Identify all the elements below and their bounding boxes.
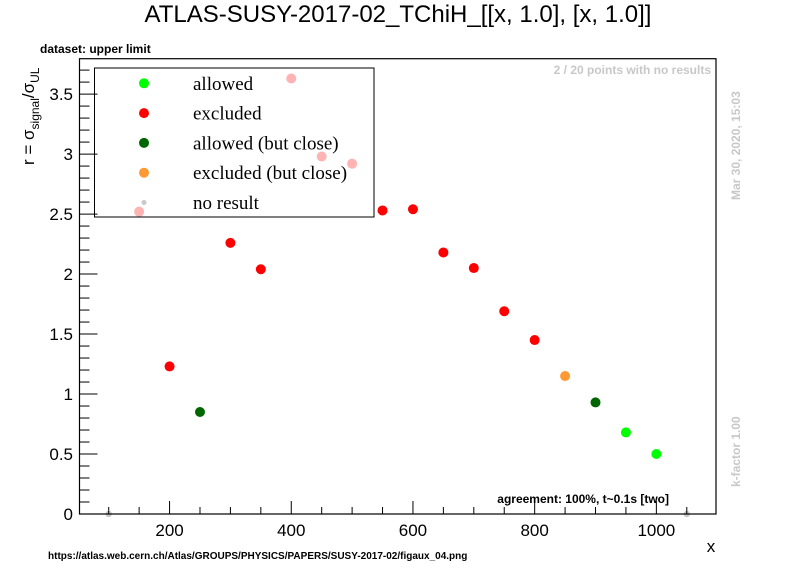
x-tick-label: 600 <box>399 521 427 540</box>
data-point <box>468 263 479 274</box>
data-point <box>529 335 540 346</box>
legend-marker <box>139 78 149 89</box>
legend-label: allowed (but close) <box>193 133 339 154</box>
legend-label: allowed <box>193 74 254 95</box>
data-point <box>225 237 236 248</box>
data-point <box>377 205 388 216</box>
source-url: https://atlas.web.cern.ch/Atlas/GROUPS/P… <box>48 551 467 562</box>
legend-marker <box>139 167 149 178</box>
y-tick-label: 2.5 <box>49 205 73 224</box>
x-tick-label: 800 <box>520 521 548 540</box>
data-point <box>438 247 449 258</box>
legend-marker <box>141 200 147 205</box>
kfactor-annotation: k-factor 1.00 <box>729 416 743 487</box>
legend-marker <box>139 108 149 119</box>
y-label-sub1: signal <box>28 98 42 129</box>
y-tick-label: 3 <box>64 145 73 164</box>
x-axis-label: x <box>707 537 716 556</box>
y-tick-label: 2 <box>64 265 73 284</box>
agreement-annotation: agreement: 100%, t~0.1s [two] <box>497 492 669 506</box>
data-point <box>620 427 631 438</box>
y-label-main: r = σ <box>19 129 38 165</box>
legend-label: excluded <box>193 104 262 125</box>
y-axis-label: r = σsignal/σUL <box>19 67 42 165</box>
data-point <box>590 397 601 408</box>
data-point <box>194 407 205 418</box>
legend-marker <box>139 137 149 148</box>
legend-label: excluded (but close) <box>193 163 347 184</box>
y-tick-label: 1.5 <box>49 325 73 344</box>
data-point <box>164 361 175 372</box>
dataset-label: dataset: upper limit <box>40 42 151 56</box>
y-label-sub2: UL <box>28 67 42 83</box>
axes: 200 400 600 800 1000 0 0.5 1 1.5 2 2.5 3 3.5 <box>49 58 717 540</box>
data-point <box>407 204 418 215</box>
data-point <box>560 371 571 382</box>
y-tick-label: 0.5 <box>49 445 73 464</box>
x-tick-label: 1000 <box>637 521 675 540</box>
legend: allowed excluded allowed (but close) exclud… <box>94 67 375 218</box>
chart-title: ATLAS-SUSY-2017-02_TChiH_[[x, 1.0], [x, … <box>145 1 652 28</box>
y-label-mid: /σ <box>19 82 38 98</box>
data-point <box>499 306 510 317</box>
data-point <box>255 264 266 275</box>
x-tick-label: 400 <box>277 521 305 540</box>
x-tick-label: 200 <box>155 521 183 540</box>
no-results-annotation: 2 / 20 points with no results <box>554 63 712 77</box>
y-tick-label: 3.5 <box>49 85 73 104</box>
data-point <box>651 449 662 460</box>
timestamp-annotation: Mar 30, 2020, 15:03 <box>729 91 743 200</box>
y-tick-label: 1 <box>64 385 73 404</box>
y-tick-label: 0 <box>64 505 73 524</box>
legend-label: no result <box>193 193 260 214</box>
